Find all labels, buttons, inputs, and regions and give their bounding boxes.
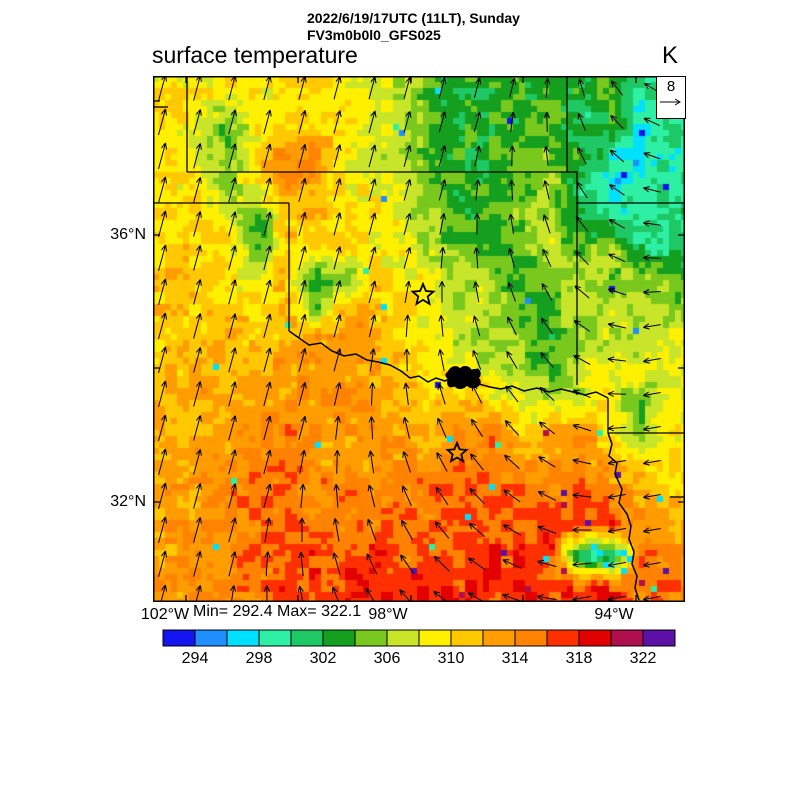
city-star-marker: [410, 281, 436, 306]
colorbar-tick-label: 310: [437, 650, 465, 667]
colorbar-segment: [578, 629, 612, 647]
colorbar-segment: [322, 629, 356, 647]
map-plot: [153, 76, 685, 602]
colorbar-tick-label: 298: [245, 650, 273, 667]
lon-label-94w: 94°W: [594, 606, 634, 623]
minmax-label: Min= 292.4 Max= 322.1: [193, 603, 362, 620]
colorbar-tick-label: 302: [309, 650, 337, 667]
colorbar-segment: [450, 629, 484, 647]
wind-arrows: [158, 76, 661, 602]
plot-title: surface temperature: [152, 42, 358, 68]
temperature-heatmap-canvas: [153, 76, 685, 602]
colorbar-segment: [354, 629, 388, 647]
colorbar-tick-label: 318: [565, 650, 593, 667]
city-star-marker: [445, 440, 469, 463]
colorbar-segment: [642, 629, 676, 647]
wind-reference-arrow-icon: [660, 98, 681, 106]
title-block: 2022/6/19/17UTC (11LT), Sunday FV3m0b0l0…: [307, 10, 520, 44]
lon-label-98w: 98°W: [368, 606, 408, 623]
units-label: K: [661, 42, 678, 69]
map-overlay: [153, 76, 685, 602]
colorbar-segment: [226, 629, 260, 647]
wind-reference-legend: 8: [656, 76, 686, 119]
river-line: [288, 330, 609, 399]
map-frame: [153, 76, 685, 602]
colorbar-segment: [482, 629, 516, 647]
state-border-line: [567, 171, 578, 203]
colorbar-tick-label: 294: [181, 650, 209, 667]
axis-ticks: [153, 76, 685, 602]
colorbar-segment: [258, 629, 292, 647]
colorbar-segment: [514, 629, 548, 647]
wind-reference-value: 8: [666, 78, 676, 95]
colorbar: [162, 629, 676, 647]
model-title: FV3m0b0l0_GFS025: [307, 27, 441, 43]
colorbar-tick-label: 322: [629, 650, 657, 667]
colorbar-segment: [386, 629, 420, 647]
river-line: [607, 432, 640, 601]
colorbar-tick-label: 314: [501, 650, 529, 667]
colorbar-segment: [610, 629, 644, 647]
colorbar-segment: [194, 629, 228, 647]
colorbar-segment: [162, 629, 196, 647]
colorbar-tick-label: 306: [373, 650, 401, 667]
colorbar-segment: [418, 629, 452, 647]
lake-texoma-shape: [445, 366, 481, 389]
lat-label-36n: 36°N: [110, 226, 146, 243]
colorbar-segment: [290, 629, 324, 647]
datetime-title: 2022/6/19/17UTC (11LT), Sunday: [307, 10, 520, 26]
colorbar-segment: [546, 629, 580, 647]
lon-label-102w: 102°W: [140, 606, 190, 623]
lat-label-32n: 32°N: [110, 493, 146, 510]
